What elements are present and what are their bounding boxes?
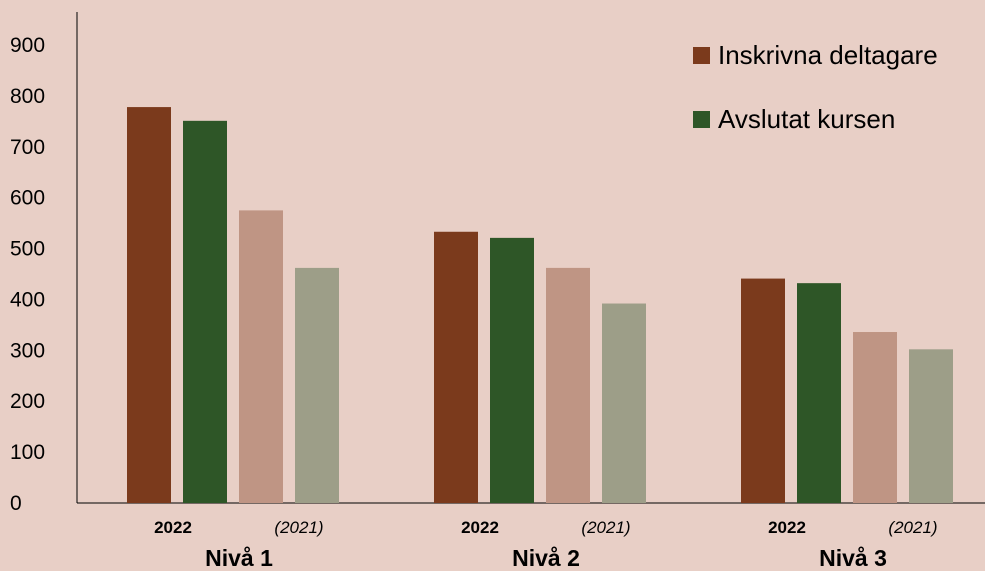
y-tick-label: 100	[10, 441, 45, 464]
legend-item-enrolled: Inskrivna deltagare	[693, 40, 938, 70]
year-label: 2022	[768, 518, 806, 537]
bar	[909, 349, 953, 503]
y-tick-label: 800	[10, 85, 45, 108]
legend-swatch-completed	[693, 110, 710, 128]
year-label: (2021)	[888, 518, 937, 537]
bar	[434, 231, 478, 504]
y-tick-label: 600	[10, 187, 45, 210]
bar	[183, 120, 227, 503]
year-label: (2021)	[274, 518, 323, 537]
y-tick-label: 200	[10, 390, 45, 413]
legend-item-completed: Avslutat kursen	[693, 104, 938, 134]
y-tick-label: 0	[10, 492, 22, 515]
legend-label-completed: Avslutat kursen	[718, 103, 896, 134]
group-label: Nivå 1	[205, 545, 273, 571]
bar	[239, 210, 283, 503]
y-tick-label: 400	[10, 288, 45, 311]
legend: Inskrivna deltagare Avslutat kursen	[693, 40, 938, 168]
y-tick-label: 900	[10, 34, 45, 57]
legend-label-enrolled: Inskrivna deltagare	[718, 39, 938, 70]
y-tick-label: 500	[10, 238, 45, 261]
bar	[853, 332, 897, 503]
y-tick-label: 700	[10, 136, 45, 159]
bar	[127, 107, 171, 503]
group-label: Nivå 3	[819, 545, 887, 571]
bar	[490, 237, 534, 503]
year-label: 2022	[154, 518, 192, 537]
y-tick-label: 300	[10, 339, 45, 362]
bar	[797, 283, 841, 503]
bar	[295, 267, 339, 503]
year-label: (2021)	[581, 518, 630, 537]
bar	[546, 267, 590, 503]
year-label: 2022	[461, 518, 499, 537]
bar	[741, 278, 785, 503]
group-label: Nivå 2	[512, 545, 580, 571]
legend-swatch-enrolled	[693, 46, 710, 64]
bar	[602, 303, 646, 503]
